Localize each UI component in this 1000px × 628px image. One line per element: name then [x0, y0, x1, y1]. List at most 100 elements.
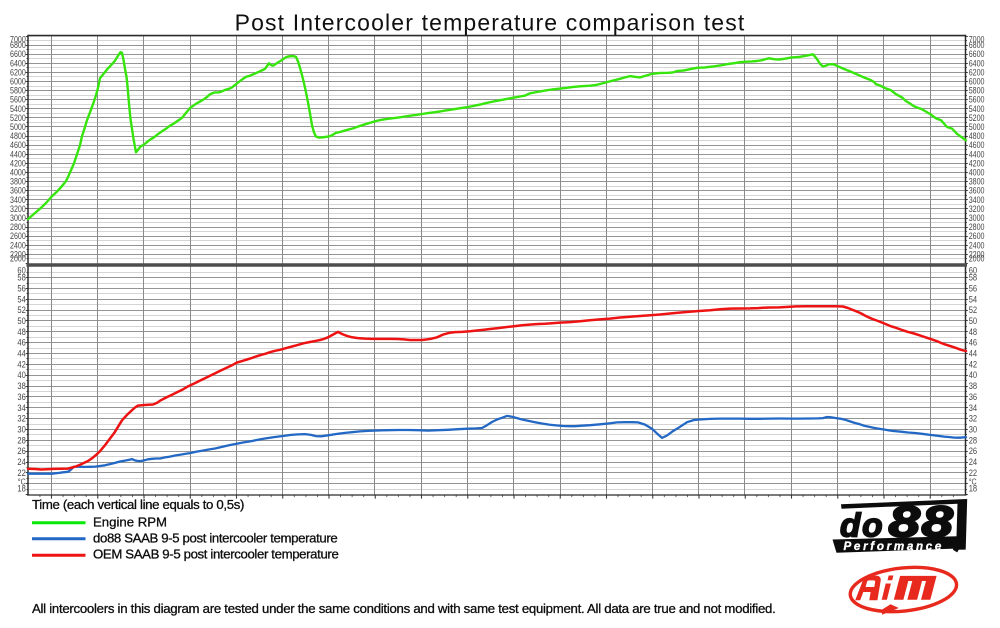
svg-text:48: 48: [17, 327, 25, 337]
svg-text:6600: 6600: [10, 49, 26, 59]
svg-text:4800: 4800: [969, 131, 985, 141]
svg-text:do88 SAAB 9-5 post intercooler: do88 SAAB 9-5 post intercooler temperatu…: [93, 530, 337, 545]
svg-text:All intercoolers in this diagr: All intercoolers in this diagram are tes…: [32, 601, 776, 616]
svg-text:18: 18: [17, 483, 25, 493]
svg-text:2400: 2400: [969, 240, 985, 250]
svg-text:Performance: Performance: [844, 540, 945, 553]
svg-text:6600: 6600: [969, 49, 985, 59]
svg-text:5200: 5200: [10, 113, 26, 123]
svg-text:6200: 6200: [969, 67, 985, 77]
svg-text:3000: 3000: [10, 213, 26, 223]
svg-text:3400: 3400: [969, 195, 985, 205]
svg-text:26: 26: [17, 446, 25, 456]
svg-text:7000: 7000: [10, 34, 26, 44]
svg-text:56: 56: [969, 283, 977, 293]
svg-text:3600: 3600: [10, 186, 26, 196]
svg-text:3400: 3400: [10, 195, 26, 205]
svg-text:5200: 5200: [969, 113, 985, 123]
svg-text:2800: 2800: [969, 222, 985, 232]
svg-text:36: 36: [969, 392, 977, 402]
svg-text:do: do: [840, 508, 884, 545]
svg-text:2600: 2600: [969, 231, 985, 241]
svg-text:Post Intercooler temperature c: Post Intercooler temperature comparison …: [235, 9, 746, 35]
svg-text:4200: 4200: [969, 158, 985, 168]
svg-text:30: 30: [17, 425, 25, 435]
svg-text:54: 54: [969, 294, 977, 304]
svg-text:2800: 2800: [10, 222, 26, 232]
svg-text:OEM SAAB 9-5 post intercooler: OEM SAAB 9-5 post intercooler temperatur…: [93, 546, 338, 561]
svg-text:40: 40: [17, 370, 25, 380]
svg-text:2200: 2200: [10, 249, 26, 259]
svg-text:2000: 2000: [10, 254, 26, 264]
svg-text:22: 22: [17, 468, 25, 478]
svg-text:6400: 6400: [10, 58, 26, 68]
svg-text:32: 32: [17, 414, 25, 424]
svg-text:4600: 4600: [969, 140, 985, 150]
svg-text:5400: 5400: [969, 104, 985, 114]
svg-text:24: 24: [17, 457, 25, 467]
svg-text:26: 26: [969, 446, 977, 456]
svg-text:50: 50: [17, 316, 25, 326]
svg-text:7000: 7000: [969, 34, 985, 44]
svg-text:56: 56: [17, 283, 25, 293]
svg-text:22: 22: [969, 468, 977, 478]
svg-text:5600: 5600: [10, 95, 26, 105]
svg-text:54: 54: [17, 294, 25, 304]
svg-text:4400: 4400: [10, 149, 26, 159]
svg-text:4000: 4000: [969, 168, 985, 178]
svg-text:5800: 5800: [10, 86, 26, 96]
svg-text:6400: 6400: [969, 58, 985, 68]
svg-text:6000: 6000: [10, 77, 26, 87]
svg-text:2400: 2400: [10, 240, 26, 250]
svg-text:58: 58: [969, 273, 977, 283]
svg-text:Time (each vertical line equal: Time (each vertical line equals to 0,5s): [32, 497, 244, 512]
svg-text:5400: 5400: [10, 104, 26, 114]
svg-text:42: 42: [969, 359, 977, 369]
svg-text:18: 18: [969, 483, 977, 493]
svg-text:°C: °C: [18, 476, 26, 486]
svg-text:4400: 4400: [969, 149, 985, 159]
svg-text:60: 60: [969, 265, 977, 275]
svg-text:58: 58: [17, 273, 25, 283]
svg-text:48: 48: [969, 327, 977, 337]
svg-text:2600: 2600: [10, 231, 26, 241]
svg-text:38: 38: [969, 381, 977, 391]
svg-text:2000: 2000: [969, 254, 985, 264]
svg-text:Engine RPM: Engine RPM: [93, 515, 167, 530]
svg-text:5000: 5000: [969, 122, 985, 132]
svg-text:28: 28: [17, 435, 25, 445]
svg-text:44: 44: [17, 349, 25, 359]
svg-text:44: 44: [969, 349, 977, 359]
svg-text:46: 46: [17, 338, 25, 348]
svg-text:3200: 3200: [969, 204, 985, 214]
svg-text:52: 52: [969, 305, 977, 315]
svg-text:34: 34: [969, 403, 977, 413]
svg-text:88: 88: [889, 497, 955, 546]
svg-text:3200: 3200: [10, 204, 26, 214]
svg-text:5000: 5000: [10, 122, 26, 132]
svg-text:2200: 2200: [969, 249, 985, 259]
svg-text:6800: 6800: [969, 40, 985, 50]
svg-text:3600: 3600: [969, 186, 985, 196]
svg-text:36: 36: [17, 392, 25, 402]
svg-text:32: 32: [969, 414, 977, 424]
svg-text:5600: 5600: [969, 95, 985, 105]
svg-text:4200: 4200: [10, 158, 26, 168]
svg-text:6200: 6200: [10, 67, 26, 77]
svg-text:3000: 3000: [969, 213, 985, 223]
svg-text:6000: 6000: [969, 77, 985, 87]
svg-text:60: 60: [17, 265, 25, 275]
svg-text:4800: 4800: [10, 131, 26, 141]
svg-text:38: 38: [17, 381, 25, 391]
svg-text:30: 30: [969, 425, 977, 435]
svg-text:50: 50: [969, 316, 977, 326]
svg-text:34: 34: [17, 403, 25, 413]
svg-text:4000: 4000: [10, 168, 26, 178]
svg-text:42: 42: [17, 359, 25, 369]
svg-text:52: 52: [17, 305, 25, 315]
svg-text:24: 24: [969, 457, 977, 467]
svg-text:4600: 4600: [10, 140, 26, 150]
svg-text:40: 40: [969, 370, 977, 380]
svg-text:3800: 3800: [969, 177, 985, 187]
svg-text:3800: 3800: [10, 177, 26, 187]
